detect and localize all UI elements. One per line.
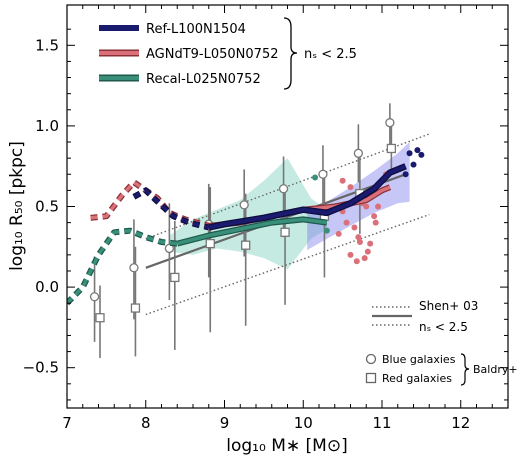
ref-scatter-point bbox=[410, 161, 417, 168]
blue-galaxy-point bbox=[318, 169, 328, 179]
agn-scatter-point bbox=[355, 234, 362, 241]
red-galaxy-point bbox=[280, 227, 290, 237]
agn-median-dashed bbox=[90, 180, 210, 228]
simulation-median-lines bbox=[67, 163, 407, 306]
recal-scatter-band bbox=[169, 158, 327, 270]
red-galaxy-point bbox=[130, 303, 141, 313]
legend-selection-label: nₛ < 2.5 bbox=[304, 47, 357, 62]
red-galaxy-point bbox=[205, 238, 215, 249]
blue-galaxy-point bbox=[89, 292, 100, 302]
x-tick-label: 7 bbox=[62, 414, 72, 432]
blue-galaxy-point bbox=[278, 184, 289, 194]
recal-median-dashed bbox=[67, 228, 178, 305]
agn-scatter-point bbox=[339, 177, 346, 184]
blue-galaxy-point bbox=[129, 263, 139, 273]
y-tick-label: 1.5 bbox=[35, 36, 59, 54]
legend-label-baldry12: Baldry+ 12 bbox=[473, 363, 520, 376]
legend-label-ref: Ref-L100N1504 bbox=[146, 22, 246, 37]
legend-label-shen-selection: nₛ < 2.5 bbox=[419, 320, 468, 334]
legend-entry-recal: Recal-L025N0752 bbox=[99, 72, 261, 87]
legend-red-galaxies-marker bbox=[365, 372, 377, 384]
y-tick-label: 0.5 bbox=[35, 198, 59, 216]
agn-scatter-point bbox=[335, 230, 342, 237]
confidence-bands bbox=[169, 142, 410, 270]
agn-scatter-point bbox=[375, 203, 382, 210]
x-axis-label: log₁₀ M∗ [M⊙] bbox=[226, 436, 347, 456]
legend-label-agn: AGNdT9-L050N0752 bbox=[146, 47, 278, 62]
ref-median-dashed-outline bbox=[132, 187, 210, 231]
blue-galaxy-point bbox=[239, 200, 249, 210]
legend-observations: Shen+ 03 nₛ < 2.5 Blue galaxies Red gala… bbox=[365, 299, 520, 386]
agn-scatter-point bbox=[343, 219, 350, 226]
legend-simulations: Ref-L100N1504 AGNdT9-L050N0752 Recal-L02… bbox=[99, 17, 357, 90]
legend-label-blue-galaxies: Blue galaxies bbox=[382, 353, 456, 366]
agn-scatter-point bbox=[372, 219, 379, 226]
x-tick-label: 9 bbox=[220, 414, 230, 432]
ref-scatter-point bbox=[418, 151, 425, 158]
ref-median-dashed bbox=[133, 188, 210, 230]
agn-median-dashed-outline bbox=[90, 179, 210, 229]
blue-galaxy-point bbox=[164, 243, 175, 254]
recal-scatter-point bbox=[323, 227, 330, 234]
x-tick-label: 10 bbox=[294, 414, 313, 432]
legend-entry-ref: Ref-L100N1504 bbox=[99, 22, 246, 37]
agn-scatter-point bbox=[361, 255, 368, 262]
blue-galaxy-point bbox=[353, 148, 364, 158]
agn-scatter-point bbox=[351, 224, 358, 231]
red-galaxy-point bbox=[95, 313, 105, 323]
legend-entry-agn: AGNdT9-L050N0752 bbox=[99, 47, 278, 62]
y-tick-label: 0.0 bbox=[35, 278, 59, 296]
agn-scatter-point bbox=[356, 238, 363, 245]
ref-scatter-point bbox=[406, 150, 413, 157]
red-galaxy-point bbox=[241, 240, 251, 250]
y-axis-label: log₁₀ R₅₀ [pkpc] bbox=[7, 141, 27, 271]
recal-scatter-point bbox=[312, 174, 319, 181]
x-tick-label: 12 bbox=[451, 414, 470, 432]
ref-scatter-point bbox=[402, 171, 409, 178]
red-galaxy-point bbox=[386, 143, 397, 154]
axis-ticks: 7 8 9 10 11 12 −0.5 0.0 0.5 1.0 1.5 bbox=[23, 5, 508, 432]
agn-scatter-point bbox=[371, 213, 378, 220]
ref-median bbox=[208, 164, 407, 230]
legend-brace bbox=[283, 17, 298, 90]
agn-scatter-point bbox=[367, 240, 374, 247]
ref-scatter-point bbox=[414, 147, 421, 154]
x-tick-label: 8 bbox=[141, 414, 151, 432]
agn-scatter-point bbox=[364, 248, 371, 255]
agn-scatter-point bbox=[353, 258, 360, 265]
legend-blue-galaxies-marker bbox=[365, 353, 377, 365]
legend-label-shen03: Shen+ 03 bbox=[419, 299, 478, 313]
legend-label-red-galaxies: Red galaxies bbox=[382, 372, 452, 385]
red-galaxy-point bbox=[170, 272, 180, 283]
recal-median bbox=[176, 217, 328, 246]
agn-scatter-point bbox=[347, 184, 354, 191]
legend-brace-baldry bbox=[460, 353, 470, 386]
y-tick-label: 1.0 bbox=[35, 117, 59, 135]
x-tick-label: 11 bbox=[372, 414, 391, 432]
agn-scatter-point bbox=[363, 203, 370, 210]
y-tick-label: −0.5 bbox=[23, 359, 59, 377]
legend-label-recal: Recal-L025N0752 bbox=[146, 72, 261, 87]
agn-scatter-point bbox=[347, 251, 354, 258]
blue-galaxy-point bbox=[385, 118, 395, 128]
